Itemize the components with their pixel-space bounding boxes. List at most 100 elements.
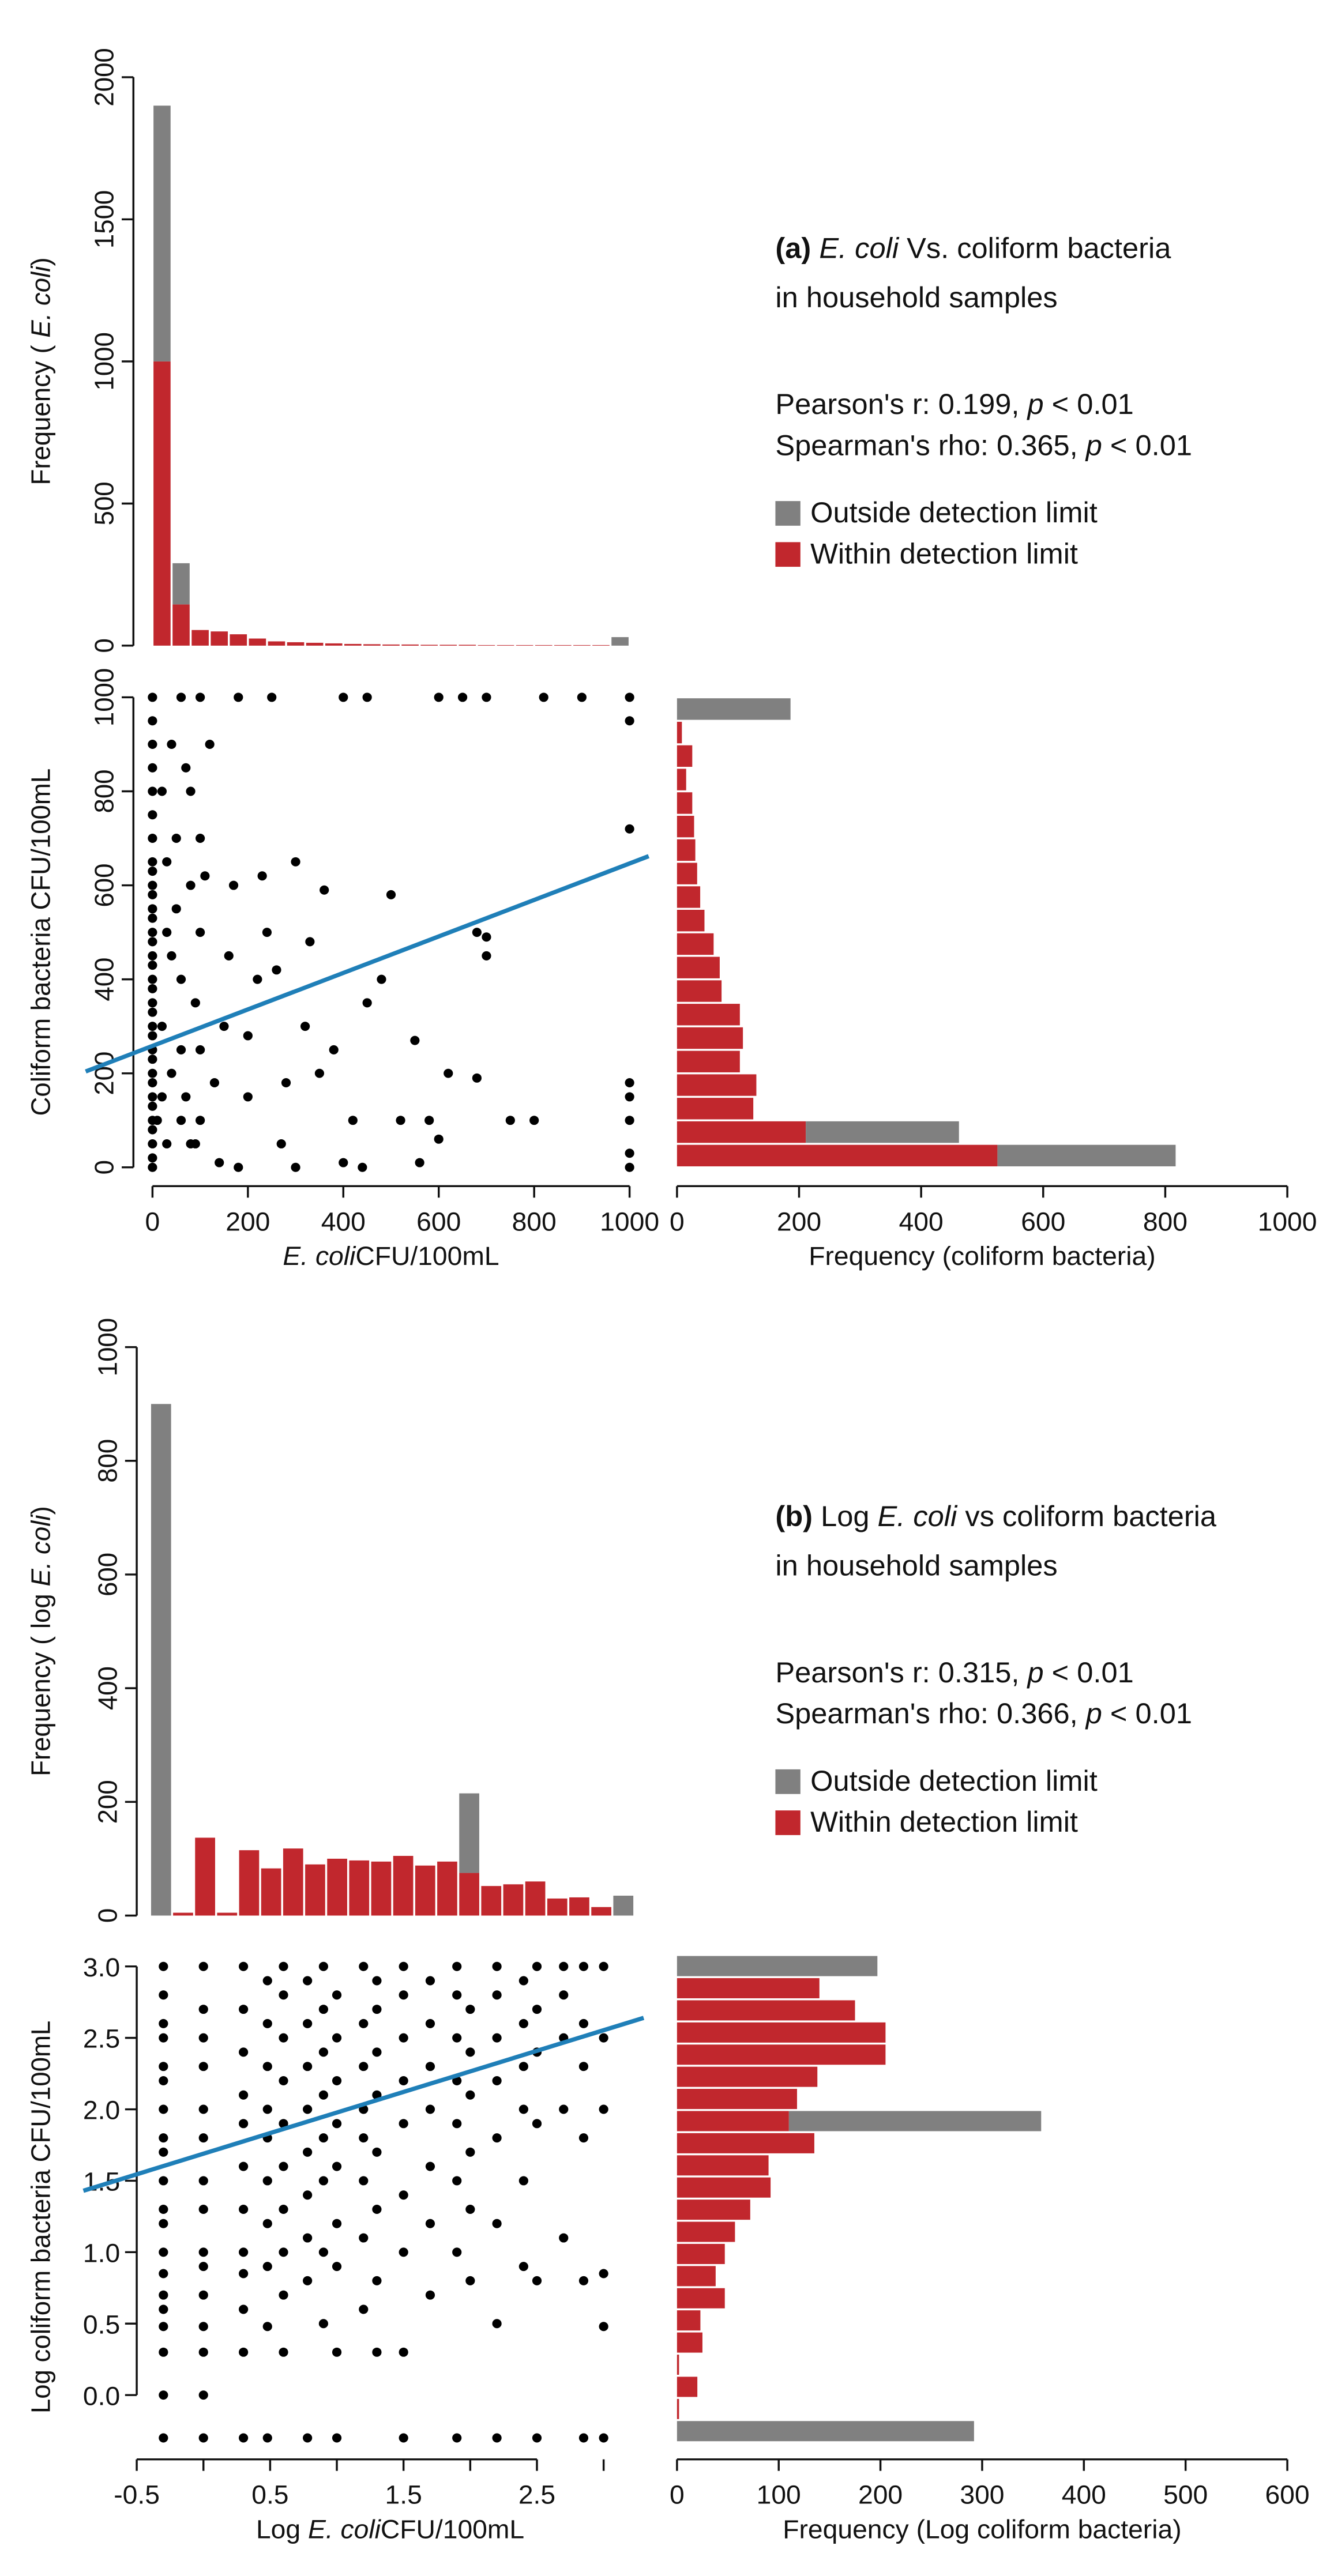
point bbox=[318, 2005, 328, 2014]
bar bbox=[788, 2111, 1042, 2131]
point bbox=[279, 2033, 288, 2043]
point bbox=[243, 1031, 253, 1041]
x-tick-label: 400 bbox=[899, 1207, 944, 1237]
point bbox=[239, 2205, 249, 2214]
annotation: (b) Log E. coli vs coliform bacteria bbox=[775, 1501, 1216, 1533]
bar bbox=[677, 956, 720, 978]
point bbox=[399, 1961, 408, 1971]
bar bbox=[677, 2288, 725, 2308]
point bbox=[198, 2322, 208, 2332]
y-tick-label: 2.0 bbox=[83, 2095, 120, 2125]
annotation: Spearman's rho: 0.366, p < 0.01 bbox=[775, 1697, 1192, 1730]
point bbox=[358, 1162, 367, 1172]
y-tick-label: 200 bbox=[89, 1052, 119, 1095]
point bbox=[181, 763, 191, 773]
point bbox=[348, 1116, 358, 1125]
point bbox=[399, 2076, 408, 2085]
text-part: E. coli bbox=[878, 1501, 959, 1533]
point bbox=[176, 1045, 186, 1054]
bar bbox=[195, 1837, 215, 1916]
point bbox=[492, 2433, 502, 2443]
point bbox=[148, 913, 157, 923]
y-tick-label: 0 bbox=[92, 1908, 122, 1923]
point bbox=[452, 2176, 462, 2186]
point bbox=[148, 692, 157, 702]
bar bbox=[677, 698, 791, 720]
point bbox=[399, 2119, 408, 2129]
point bbox=[159, 2062, 168, 2072]
point bbox=[518, 2104, 528, 2114]
x-tick-label: 500 bbox=[1163, 2480, 1208, 2510]
y-tick-label: 500 bbox=[89, 481, 119, 525]
text-part: in household samples bbox=[775, 281, 1057, 314]
text-part: (a) bbox=[775, 232, 811, 265]
point bbox=[148, 1078, 157, 1087]
point bbox=[148, 1162, 157, 1172]
y-tick-label: 600 bbox=[92, 1553, 122, 1596]
text-part: Frequency ( log bbox=[25, 1587, 55, 1776]
point bbox=[359, 2133, 369, 2143]
point bbox=[359, 2304, 369, 2314]
x-tick-label: 2.5 bbox=[518, 2480, 555, 2510]
point bbox=[148, 1153, 157, 1163]
y-tick-label: 0.5 bbox=[83, 2310, 120, 2340]
point bbox=[148, 951, 157, 961]
point bbox=[176, 974, 186, 984]
point bbox=[518, 2062, 528, 2072]
bar bbox=[592, 645, 610, 646]
point bbox=[532, 2433, 542, 2443]
point bbox=[339, 1158, 348, 1168]
point bbox=[196, 692, 205, 702]
point bbox=[578, 2276, 589, 2285]
point bbox=[372, 1976, 382, 1986]
point bbox=[279, 2205, 288, 2214]
x-tick-label: 800 bbox=[512, 1207, 557, 1237]
point bbox=[303, 2233, 313, 2243]
bar bbox=[478, 645, 495, 646]
point bbox=[148, 1022, 157, 1031]
y-axis-label: Frequency ( E. coli) bbox=[25, 257, 55, 485]
point bbox=[359, 2062, 369, 2072]
y-tick-label: 800 bbox=[92, 1439, 122, 1483]
point bbox=[578, 2133, 589, 2143]
point bbox=[396, 1116, 405, 1125]
point bbox=[205, 739, 215, 749]
text-part: Frequency (Log coliform bacteria) bbox=[783, 2514, 1181, 2544]
bar bbox=[287, 642, 305, 646]
point bbox=[492, 2033, 502, 2043]
bar bbox=[677, 2089, 797, 2110]
point bbox=[190, 998, 200, 1008]
point bbox=[171, 834, 181, 843]
point bbox=[434, 692, 444, 702]
x-tick-label: 300 bbox=[960, 2480, 1004, 2510]
point bbox=[159, 2205, 168, 2214]
point bbox=[196, 1045, 205, 1054]
bar bbox=[497, 645, 514, 646]
point bbox=[318, 2090, 328, 2100]
point bbox=[303, 2433, 313, 2443]
x-tick-label: 200 bbox=[858, 2480, 903, 2510]
point bbox=[279, 2076, 288, 2085]
point bbox=[625, 1116, 634, 1125]
point bbox=[318, 2247, 328, 2257]
point bbox=[159, 2247, 168, 2257]
point bbox=[318, 2319, 328, 2329]
bar bbox=[547, 1898, 568, 1916]
bar bbox=[677, 2398, 679, 2419]
x-tick-label: 0.5 bbox=[251, 2480, 288, 2510]
point bbox=[159, 2147, 168, 2157]
bar bbox=[371, 1861, 392, 1916]
y-tick-label: 1000 bbox=[92, 1318, 122, 1376]
point bbox=[162, 1139, 172, 1148]
x-tick-label: 0 bbox=[670, 2480, 685, 2510]
point bbox=[529, 1116, 539, 1125]
x-tick-label: 200 bbox=[777, 1207, 821, 1237]
bar bbox=[591, 1907, 611, 1916]
text-part: Coliform bacteria CFU/100mL bbox=[25, 769, 55, 1116]
point bbox=[320, 885, 329, 895]
y-tick-label: 600 bbox=[89, 864, 119, 907]
point bbox=[377, 974, 386, 984]
point bbox=[239, 2433, 249, 2443]
x-tick-label: 400 bbox=[321, 1207, 366, 1237]
